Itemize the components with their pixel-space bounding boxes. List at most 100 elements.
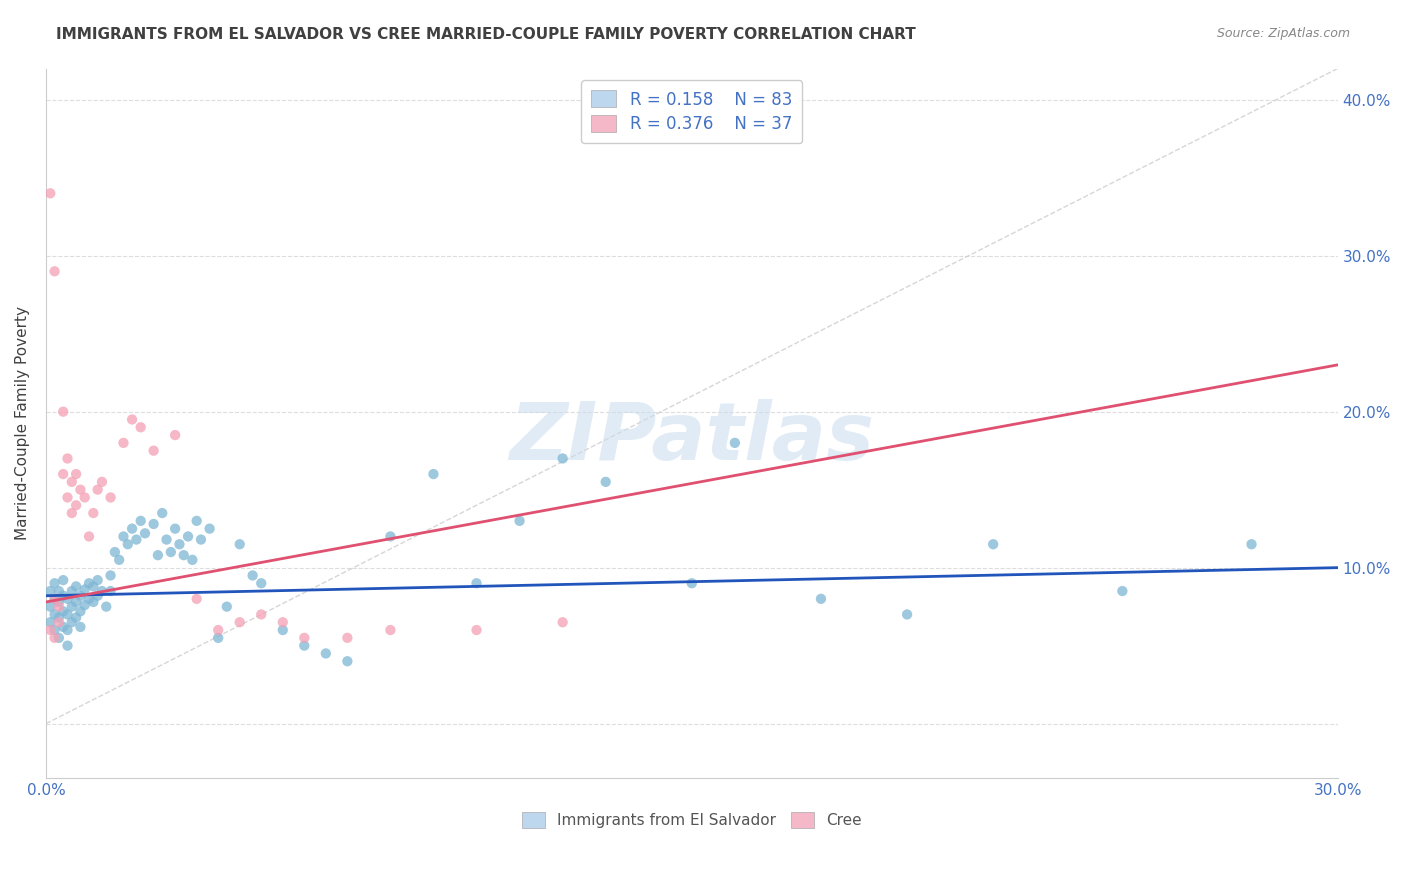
Point (380, 623, 402, 637)
Point (100, 491, 122, 505)
Point (1111, 584, 1133, 599)
Point (551, 615, 574, 630)
Point (39, 599, 62, 614)
Point (73, 491, 96, 505)
Point (186, 591, 208, 606)
Point (69, 589, 91, 603)
Point (129, 514, 152, 528)
Point (181, 553, 204, 567)
Point (65, 467, 87, 481)
Point (56, 607, 79, 622)
Point (52, 589, 75, 603)
Point (91, 584, 114, 599)
Text: Source: ZipAtlas.com: Source: ZipAtlas.com (1216, 27, 1350, 40)
Point (52, 620, 75, 634)
Point (48, 615, 70, 630)
Point (60, 584, 83, 599)
Point (810, 591, 832, 606)
Point (48, 599, 70, 614)
Point (681, 576, 703, 591)
Point (165, 428, 187, 442)
Text: ZIPatlas: ZIPatlas (509, 399, 875, 476)
Point (724, 435, 747, 450)
Point (190, 533, 212, 547)
Point (77, 576, 100, 591)
Point (39, 623, 62, 637)
Point (100, 568, 122, 582)
Point (69, 620, 91, 634)
Point (142, 516, 165, 531)
Point (56, 591, 79, 606)
Point (173, 548, 195, 562)
Point (215, 599, 238, 614)
Point (125, 533, 148, 547)
Point (60, 615, 83, 630)
Point (86, 589, 108, 603)
Point (60, 506, 83, 520)
Point (65, 579, 87, 593)
Point (65, 498, 87, 512)
Point (44, 591, 66, 606)
Point (242, 568, 264, 582)
Text: IMMIGRANTS FROM EL SALVADOR VS CREE MARRIED-COUPLE FAMILY POVERTY CORRELATION CH: IMMIGRANTS FROM EL SALVADOR VS CREE MARR… (56, 27, 915, 42)
Point (82, 595, 104, 609)
Point (186, 514, 208, 528)
Point (896, 607, 918, 622)
Point (165, 522, 187, 536)
Point (142, 443, 165, 458)
Point (86, 573, 108, 587)
Point (44, 631, 66, 645)
Point (315, 647, 337, 661)
Point (104, 545, 127, 559)
Point (129, 420, 152, 434)
Point (60, 599, 83, 614)
Point (160, 545, 183, 559)
Point (336, 654, 359, 668)
Point (465, 576, 488, 591)
Y-axis label: Married-Couple Family Poverty: Married-Couple Family Poverty (15, 306, 30, 541)
Point (73, 582, 96, 597)
Point (198, 522, 221, 536)
Point (77, 529, 100, 543)
Point (551, 451, 574, 466)
Point (146, 548, 169, 562)
Point (82, 506, 104, 520)
Point (39, 584, 62, 599)
Point (509, 514, 531, 528)
Point (69, 483, 91, 497)
Point (981, 537, 1004, 551)
Point (56, 639, 79, 653)
Point (228, 537, 250, 551)
Point (52, 405, 75, 419)
Point (86, 483, 108, 497)
Point (271, 623, 294, 637)
Point (44, 576, 66, 591)
Point (1240, 537, 1263, 551)
Point (228, 615, 250, 630)
Point (169, 537, 191, 551)
Point (56, 451, 79, 466)
Point (52, 604, 75, 618)
Point (39, 186, 62, 201)
Point (96, 599, 118, 614)
Point (56, 491, 79, 505)
Point (48, 631, 70, 645)
Point (44, 264, 66, 278)
Point (336, 631, 359, 645)
Point (77, 591, 100, 606)
Point (91, 475, 114, 489)
Point (100, 584, 122, 599)
Point (73, 598, 96, 612)
Point (177, 529, 200, 543)
Point (207, 631, 229, 645)
Point (271, 615, 294, 630)
Point (69, 604, 91, 618)
Point (48, 595, 70, 609)
Point (44, 623, 66, 637)
Point (112, 435, 135, 450)
Point (65, 595, 87, 609)
Point (108, 553, 131, 567)
Point (48, 610, 70, 624)
Point (292, 631, 315, 645)
Point (112, 529, 135, 543)
